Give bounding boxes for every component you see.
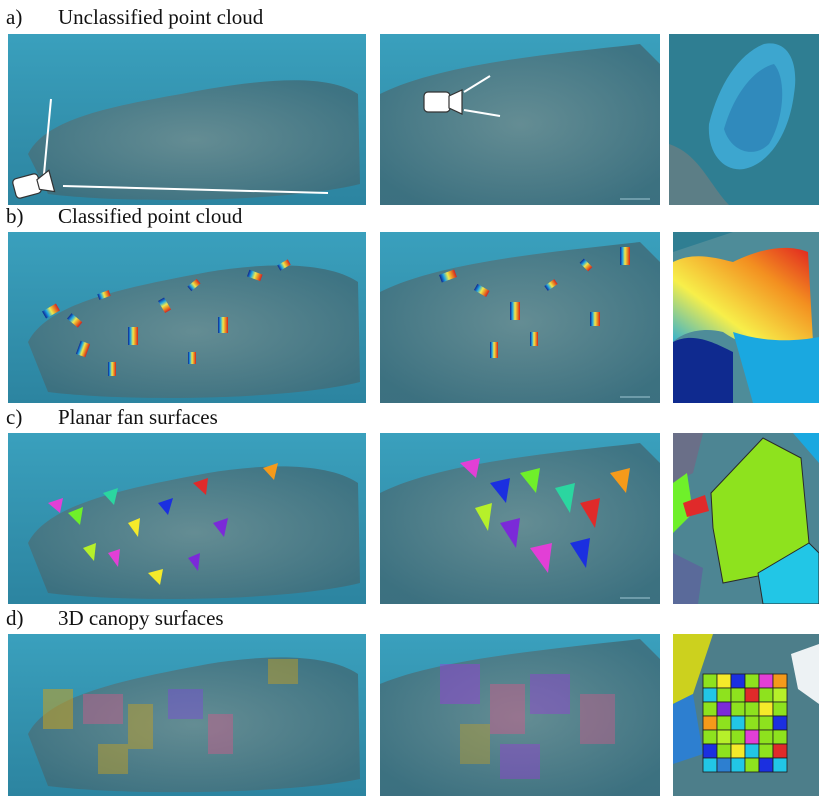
reef-shape bbox=[380, 242, 660, 403]
panel-d-left bbox=[8, 634, 366, 796]
row-c-letter: c) bbox=[6, 405, 23, 429]
panel-a-left bbox=[8, 34, 366, 205]
panel-d-right bbox=[673, 634, 819, 796]
row-c-title: Planar fan surfaces bbox=[58, 405, 218, 429]
panel-b-right bbox=[673, 232, 819, 403]
camera-view-line bbox=[463, 75, 491, 93]
reef-shape bbox=[28, 657, 360, 793]
reef-shape bbox=[28, 80, 360, 200]
camera-view-line bbox=[43, 98, 52, 175]
panel-a-right bbox=[669, 34, 819, 205]
canopy-surfaces bbox=[440, 664, 615, 779]
row-d-label: d) 3D canopy surfaces bbox=[6, 606, 224, 630]
row-c-label: c) Planar fan surfaces bbox=[6, 405, 218, 429]
panel-c-middle bbox=[380, 433, 660, 604]
canopy-surfaces bbox=[43, 659, 298, 774]
planar-surfaces bbox=[48, 463, 278, 585]
classified-points bbox=[42, 259, 291, 376]
camera-view-line bbox=[62, 185, 329, 194]
canopy-grid bbox=[702, 673, 788, 773]
row-b-label: b) Classified point cloud bbox=[6, 204, 242, 228]
panel-a-middle bbox=[380, 34, 660, 205]
row-a-title: Unclassified point cloud bbox=[58, 5, 264, 29]
panel-c-left bbox=[8, 433, 366, 604]
reef-shape bbox=[380, 44, 660, 205]
camera-icon bbox=[423, 89, 463, 115]
row-d-letter: d) bbox=[6, 606, 24, 630]
sea-fan-heatmap bbox=[673, 247, 813, 351]
row-a-letter: a) bbox=[6, 5, 23, 29]
planar-surfaces bbox=[460, 458, 630, 573]
classified-points bbox=[439, 247, 630, 358]
reef-shape bbox=[380, 443, 660, 604]
camera-icon bbox=[12, 169, 56, 199]
panel-b-left bbox=[8, 232, 366, 403]
row-d-title: 3D canopy surfaces bbox=[58, 606, 224, 630]
row-b-title: Classified point cloud bbox=[58, 204, 243, 228]
panel-b-middle bbox=[380, 232, 660, 403]
row-a-label: a) Unclassified point cloud bbox=[6, 5, 263, 29]
panel-d-middle bbox=[380, 634, 660, 796]
camera-view-line bbox=[463, 109, 501, 117]
row-b-letter: b) bbox=[6, 204, 24, 228]
panel-c-right bbox=[673, 433, 819, 604]
reef-shape bbox=[380, 639, 660, 796]
